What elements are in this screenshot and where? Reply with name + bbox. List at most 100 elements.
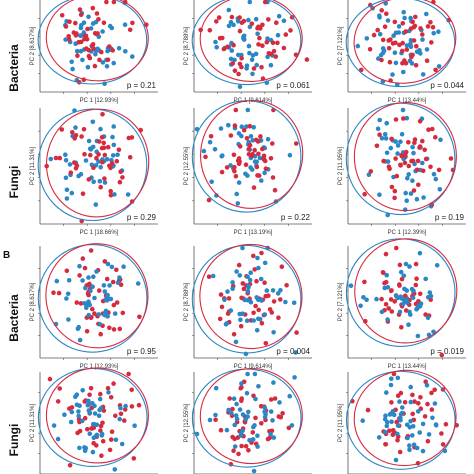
data-point	[213, 39, 218, 45]
data-point	[129, 387, 134, 393]
data-point	[51, 290, 56, 296]
data-point	[231, 152, 237, 158]
data-point	[443, 422, 449, 427]
data-point	[397, 42, 402, 48]
data-point	[423, 276, 429, 282]
data-point	[231, 42, 236, 48]
data-point	[263, 293, 269, 299]
data-point	[129, 404, 135, 409]
data-point	[90, 422, 96, 427]
data-point	[98, 164, 103, 170]
data-point	[359, 67, 364, 73]
data-point	[87, 410, 93, 416]
data-point	[93, 52, 98, 57]
data-point	[241, 34, 246, 39]
data-point	[78, 301, 84, 306]
data-point	[234, 269, 239, 274]
data-point	[395, 423, 401, 428]
data-point	[410, 178, 415, 183]
data-point	[207, 139, 213, 145]
data-point	[425, 315, 431, 321]
data-point	[238, 323, 244, 329]
data-point	[379, 136, 385, 141]
data-point	[420, 138, 425, 144]
data-point	[64, 196, 70, 201]
data-point	[82, 33, 88, 39]
data-point	[209, 179, 214, 185]
data-point	[120, 310, 126, 316]
data-point	[259, 321, 265, 326]
data-point	[433, 135, 438, 140]
data-point	[247, 142, 253, 148]
data-point	[393, 457, 399, 463]
data-point	[93, 433, 99, 439]
data-point	[257, 316, 263, 322]
data-point	[281, 18, 287, 24]
ellipse-red	[199, 0, 303, 82]
data-point	[85, 64, 91, 70]
data-point	[395, 437, 400, 443]
data-point	[293, 141, 299, 146]
data-point	[398, 295, 404, 300]
scatter-panel: PC 2 [8.617%] PC 1 [12.93%] p = 0.21	[30, 0, 158, 104]
data-point	[110, 279, 116, 285]
data-point	[203, 154, 208, 160]
data-point	[409, 61, 415, 66]
data-point	[105, 57, 111, 63]
ellipse-blue	[191, 244, 302, 354]
data-point	[270, 175, 276, 180]
data-point	[417, 250, 423, 256]
data-point	[88, 248, 94, 253]
data-point	[239, 56, 244, 61]
data-point	[376, 435, 382, 440]
data-point	[405, 176, 410, 181]
data-point	[228, 133, 234, 138]
data-point	[224, 321, 230, 326]
data-point	[98, 428, 103, 433]
data-point	[53, 155, 59, 161]
data-point	[108, 188, 113, 194]
data-point	[97, 178, 103, 184]
data-point	[86, 138, 92, 144]
data-point	[214, 19, 219, 24]
x-axis-label: PC 1 [13.44%]	[388, 364, 427, 370]
data-point	[226, 296, 232, 301]
data-point	[433, 423, 439, 428]
scatter-panel: PC 2 [8.788%]PC 1 [9.614%]p = 0.061	[184, 0, 312, 104]
data-point	[75, 326, 81, 332]
data-point	[66, 278, 72, 283]
data-point	[80, 57, 85, 63]
data-point	[102, 180, 108, 185]
data-point	[64, 187, 70, 193]
data-point	[95, 31, 100, 36]
data-point	[262, 0, 268, 5]
data-point	[400, 405, 405, 410]
ellipse-red	[353, 369, 457, 467]
data-point	[234, 401, 239, 407]
data-point	[105, 144, 111, 150]
data-point	[70, 130, 75, 135]
data-point	[240, 281, 246, 286]
data-point	[136, 402, 142, 408]
data-point	[229, 411, 234, 416]
data-point	[226, 7, 232, 13]
data-point	[81, 20, 87, 26]
panel-letter-b: B	[3, 250, 10, 261]
data-point	[63, 175, 69, 181]
data-point	[88, 288, 93, 294]
data-point	[268, 409, 274, 414]
data-point	[217, 35, 223, 41]
data-point	[229, 14, 235, 20]
data-point	[378, 52, 384, 58]
data-point	[257, 155, 263, 161]
data-point	[100, 159, 105, 165]
data-point	[90, 119, 96, 125]
data-point	[214, 45, 219, 50]
data-point	[430, 25, 436, 30]
ellipse-red	[354, 238, 458, 344]
p-value-label: p = 0.19	[435, 213, 465, 222]
data-point	[77, 263, 82, 269]
data-point	[362, 279, 367, 285]
data-point	[284, 283, 289, 288]
data-point	[130, 54, 135, 59]
